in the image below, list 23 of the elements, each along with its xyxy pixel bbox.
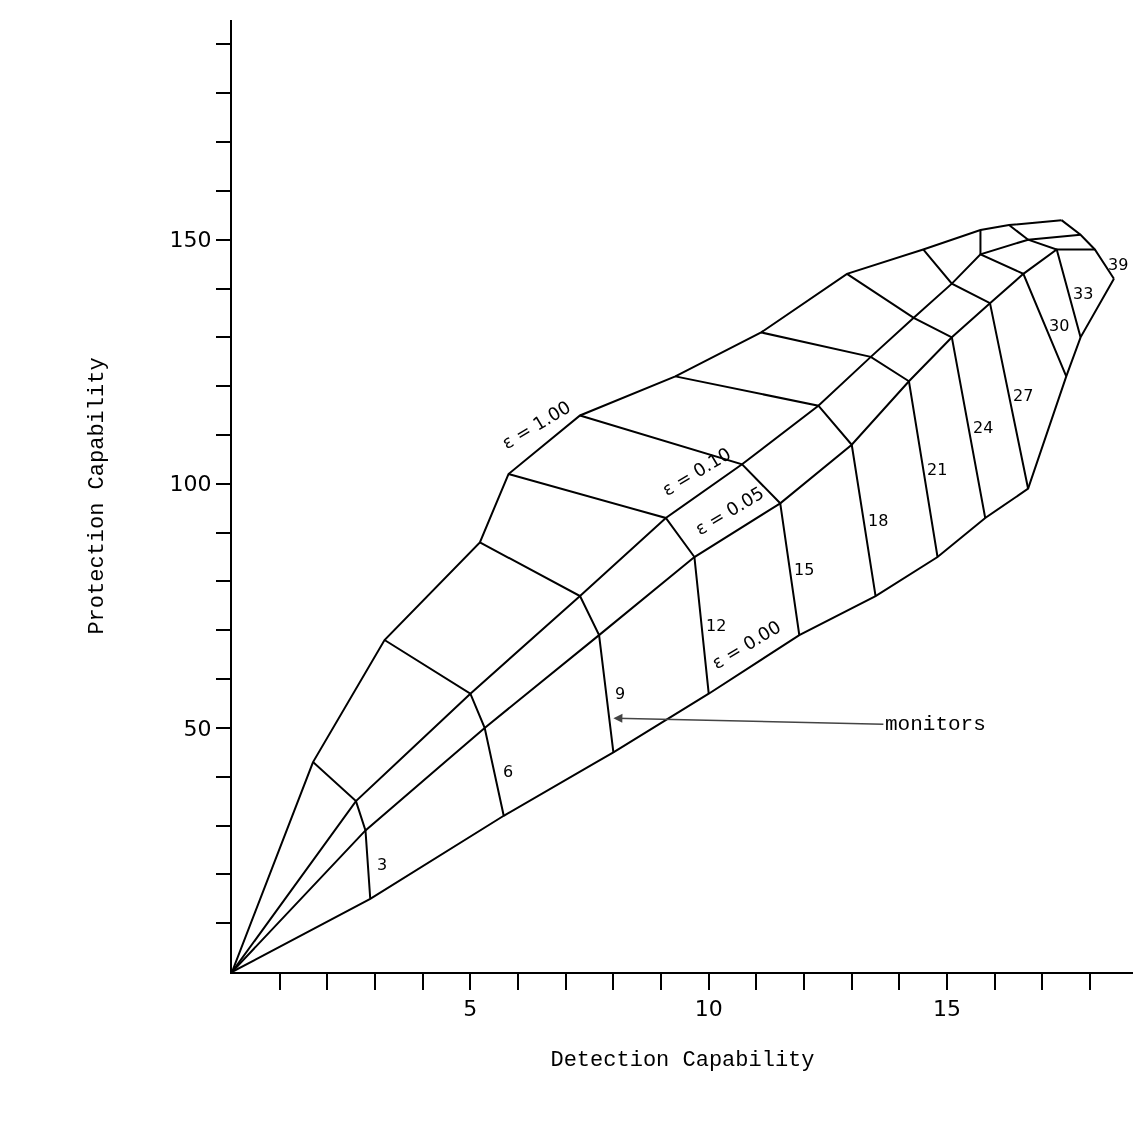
annotation: monitors (885, 713, 986, 736)
y-axis-title: Protection Capability (84, 357, 110, 635)
annotation: 9 (615, 684, 626, 703)
annotation: 30 (1049, 316, 1070, 335)
annotation: 15 (794, 560, 815, 579)
annotation: 3 (377, 855, 388, 874)
annotation: 27 (1013, 386, 1034, 405)
x-tick-label: 10 (694, 996, 723, 1022)
y-tick-label: 100 (169, 471, 212, 497)
annotation: 6 (503, 762, 514, 781)
x-tick-label: 5 (463, 996, 478, 1022)
annotation: 24 (973, 418, 994, 437)
x-tick-label: 15 (933, 996, 962, 1022)
annotation: 18 (868, 511, 889, 530)
y-tick-label: 150 (169, 227, 212, 253)
annotation: ε = 0.05 (691, 481, 768, 540)
annotation: 33 (1073, 284, 1094, 303)
annotation: ε = 1.00 (497, 395, 575, 454)
y-tick-label: 50 (183, 715, 212, 741)
annotation: 12 (706, 616, 727, 635)
annotation: 39 (1108, 255, 1129, 274)
x-axis-title: Detection Capability (550, 1047, 815, 1073)
annotation: 21 (927, 460, 948, 479)
